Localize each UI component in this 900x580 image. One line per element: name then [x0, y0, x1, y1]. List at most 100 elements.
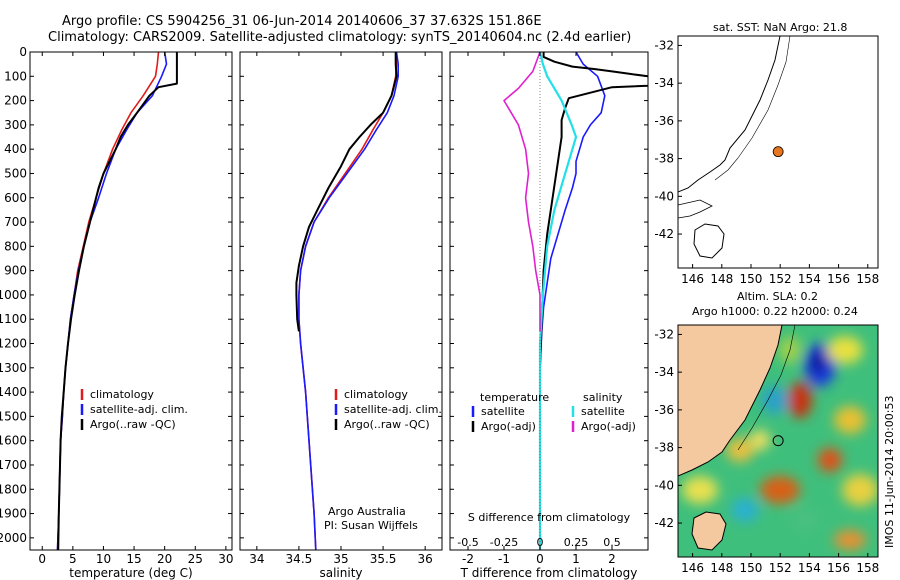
map-lat-label: -32 — [654, 38, 674, 52]
sst-float-marker — [772, 146, 784, 158]
map-lon-label: 148 — [710, 561, 733, 575]
depth-tick-label: 600 — [4, 191, 27, 205]
difference-axes-frame — [449, 51, 649, 551]
depth-tick-label: 0 — [19, 45, 27, 59]
map-lon-label: 148 — [710, 272, 733, 286]
temperature-axes-frame — [29, 51, 233, 551]
map-lon-label: 156 — [827, 561, 850, 575]
depth-tick-label: 500 — [4, 166, 27, 180]
map-lat-label: -32 — [654, 327, 674, 341]
map-lat-label: -40 — [654, 189, 674, 203]
salinity-xtick-label: 34 — [249, 552, 264, 566]
salinity-series-2 — [295, 52, 398, 332]
salinity-xtick-label: 34.5 — [286, 552, 313, 566]
difference-xtick-s-label: 0 — [537, 536, 544, 549]
sla-tasmania — [691, 511, 727, 551]
sla-map-panel: Altim. SLA: 0.2 Argo h1000: 0.22 h2000: … — [654, 290, 896, 575]
legend-label: Argo(-adj) — [481, 420, 536, 433]
map-lat-label: -36 — [654, 403, 674, 417]
temperature-xtick-label: 15 — [126, 552, 141, 566]
depth-tick-label: 1700 — [0, 458, 27, 472]
sla-coastline — [678, 325, 783, 477]
legend-label: Argo(-adj) — [581, 420, 636, 433]
difference-series-3 — [503, 52, 541, 332]
map-lat-label: -38 — [654, 152, 674, 166]
temperature-xtick-label: 0 — [38, 552, 46, 566]
salinity-series-1 — [298, 52, 399, 550]
salinity-annotation: Argo Australia — [328, 505, 406, 518]
map-lat-label: -34 — [654, 76, 674, 90]
difference-xtick-s-label: -0.5 — [457, 536, 478, 549]
map-lon-label: 154 — [798, 272, 821, 286]
temperature-xtick-label: 20 — [157, 552, 172, 566]
difference-xtick-s-label: -0.25 — [490, 536, 518, 549]
depth-tick-label: 1800 — [0, 482, 27, 496]
sst-map-panel: sat. SST: NaN Argo: 21.8 146 148 150 152 154… — [654, 21, 879, 286]
depth-tick-label: 2000 — [0, 531, 27, 545]
legend-label: Argo(..raw -QC) — [90, 418, 176, 431]
salinity-panel: 34 34.5 35 35.5 36 salinity climatology satelli… — [239, 51, 443, 580]
temperature-panel: 0 5 10 15 20 25 300100200300400500600700800900… — [0, 45, 234, 580]
map-lon-label: 156 — [827, 272, 850, 286]
map-lon-label: 150 — [740, 561, 763, 575]
salinity-xlabel: salinity — [319, 566, 362, 580]
sla-map-title2: Argo h1000: 0.22 h2000: 0.24 — [692, 305, 858, 318]
legend-header-temperature: temperature — [480, 391, 549, 404]
figure-title-line2: Climatology: CARS2009. Satellite-adjuste… — [48, 30, 631, 45]
map-lat-label: -40 — [654, 478, 674, 492]
depth-tick-label: 1400 — [0, 385, 27, 399]
sla-field — [682, 336, 878, 550]
depth-tick-label: 400 — [4, 142, 27, 156]
map-lon-label: 158 — [856, 561, 879, 575]
map-lon-label: 150 — [740, 272, 763, 286]
sla-side-label: IMOS 11-Jun-2014 20:00:53 — [883, 395, 896, 548]
temperature-xlabel: temperature (deg C) — [69, 566, 192, 580]
map-lon-label: 146 — [681, 561, 704, 575]
depth-tick-label: 1300 — [0, 361, 27, 375]
legend-label: satellite-adj. clim. — [90, 403, 188, 416]
map-lon-label: 152 — [769, 561, 792, 575]
temperature-xtick-label: 30 — [218, 552, 233, 566]
legend-label: satellite — [581, 405, 625, 418]
difference-series-2 — [538, 52, 578, 550]
map-lon-label: 146 — [681, 272, 704, 286]
difference-series-1 — [539, 52, 648, 550]
depth-tick-label: 100 — [4, 69, 27, 83]
depth-tick-label: 1100 — [0, 312, 27, 326]
salinity-annotation: PI: Susan Wijffels — [324, 519, 418, 532]
legend-label: satellite — [481, 405, 525, 418]
depth-tick-label: 1000 — [0, 288, 27, 302]
sst-isobath — [714, 36, 791, 181]
legend-label: Argo(..raw -QC) — [344, 418, 430, 431]
depth-tick-label: 900 — [4, 264, 27, 278]
temperature-xtick-label: 5 — [69, 552, 77, 566]
temperature-xtick-label: 25 — [188, 552, 203, 566]
depth-tick-label: 1900 — [0, 507, 27, 521]
sst-coastline — [678, 36, 781, 193]
difference-panel: -2 -1 0 1 2 -0.5 -0.25 0 0.25 0.5 T difference fro… — [449, 51, 649, 580]
depth-tick-label: 1600 — [0, 434, 27, 448]
legend-label: satellite-adj. clim. — [344, 403, 442, 416]
difference-xtick-s-label: 0.25 — [564, 536, 589, 549]
salinity-xtick-label: 35.5 — [370, 552, 397, 566]
salinity-xtick-label: 35 — [333, 552, 348, 566]
map-lat-label: -42 — [654, 227, 674, 241]
map-lat-label: -36 — [654, 114, 674, 128]
difference-xtick-label: -1 — [498, 552, 510, 566]
depth-tick-label: 700 — [4, 215, 27, 229]
map-lon-label: 158 — [856, 272, 879, 286]
map-lat-label: -38 — [654, 441, 674, 455]
legend-header-salinity: salinity — [583, 391, 623, 404]
map-lat-label: -42 — [654, 516, 674, 530]
difference-xtick-label: 0 — [536, 552, 544, 566]
legend-label: climatology — [90, 388, 154, 401]
map-lat-label: -34 — [654, 365, 674, 379]
difference-xtick-label: 1 — [572, 552, 580, 566]
depth-tick-label: 300 — [4, 118, 27, 132]
depth-tick-label: 1500 — [0, 409, 27, 423]
difference-xtick-s-label: 0.5 — [603, 536, 621, 549]
depth-tick-label: 1200 — [0, 337, 27, 351]
difference-xlabel2: S difference from climatology — [468, 511, 631, 524]
difference-xtick-label: 2 — [608, 552, 616, 566]
